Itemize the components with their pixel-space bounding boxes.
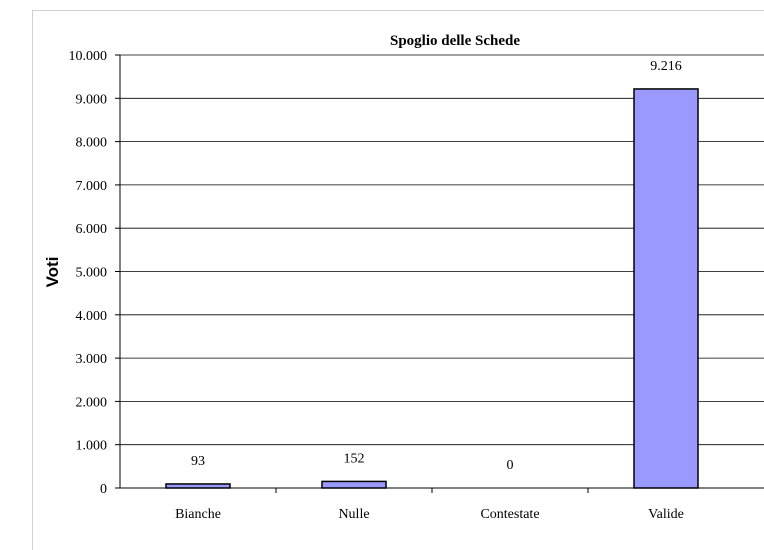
- y-tick-label: 7.000: [76, 179, 108, 194]
- axes: [115, 54, 764, 493]
- y-tick-label: 2.000: [76, 395, 108, 410]
- value-label-nulle: 152: [344, 451, 365, 466]
- category-label-contestate: Contestate: [480, 507, 539, 522]
- y-tick-label: 1.000: [76, 439, 108, 454]
- value-label-valide: 9.216: [650, 59, 682, 74]
- y-tick-label: 8.000: [76, 136, 108, 151]
- y-tick-label: 10.000: [69, 49, 108, 64]
- y-tick-label: 4.000: [76, 309, 108, 324]
- bars: [165, 88, 699, 489]
- bar-bianche: [165, 483, 231, 489]
- y-tick-label: 3.000: [76, 352, 108, 367]
- category-label-nulle: Nulle: [338, 507, 369, 522]
- bar-valide: [633, 88, 699, 489]
- category-label-valide: Valide: [648, 507, 684, 522]
- y-tick-label: 5.000: [76, 266, 108, 281]
- chart-frame: [32, 10, 764, 550]
- category-label-bianche: Bianche: [175, 507, 221, 522]
- y-tick-label: 0: [100, 482, 107, 497]
- value-labels: 93 152 0 9.216: [191, 59, 682, 473]
- chart-title: Spoglio delle Schede: [390, 33, 520, 49]
- value-label-bianche: 93: [191, 454, 205, 469]
- y-axis-label: Voti: [43, 257, 62, 288]
- y-tick-labels: 0 1.000 2.000 3.000 4.000 5.000 6.000 7.000 8.00…: [69, 49, 108, 497]
- y-tick-label: 9.000: [76, 92, 108, 107]
- y-tick-label: 6.000: [76, 222, 108, 237]
- bar-nulle: [321, 480, 387, 489]
- value-label-contestate: 0: [507, 458, 514, 473]
- category-labels: Bianche Nulle Contestate Valide: [175, 507, 684, 522]
